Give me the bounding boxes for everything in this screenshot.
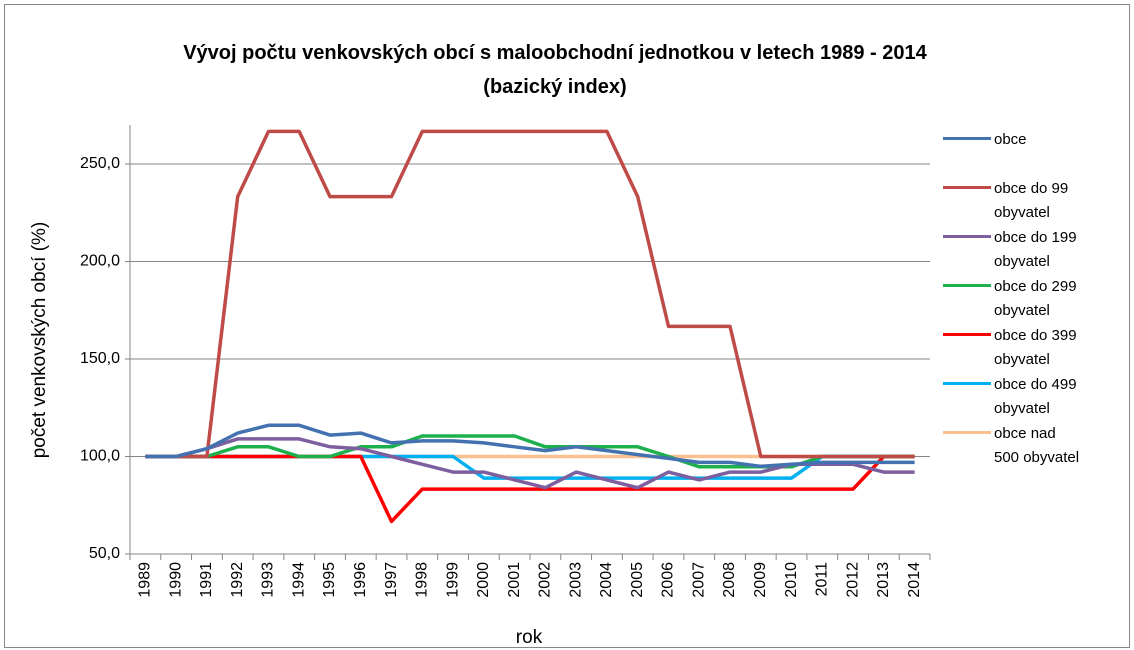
chart-frame	[4, 4, 1130, 648]
legend-item: obce	[940, 120, 1120, 169]
series-line	[145, 129, 915, 459]
legend-label: obce do 99 obyvatel	[994, 180, 1069, 221]
x-tick-label: 1992	[229, 562, 246, 598]
x-tick-label: 2014	[906, 562, 923, 598]
legend-label: obce do 199 obyvatel	[994, 229, 1077, 270]
legend-item: obce do 99 obyvatel	[940, 169, 1120, 221]
x-tick-label: 2006	[660, 562, 677, 598]
legend-label: obce do 499 obyvatel	[994, 376, 1077, 417]
legend: obce obce do 99 obyvatel obce do 199 obyva…	[940, 120, 1120, 466]
x-tick-label: 2002	[537, 562, 554, 598]
x-tick-label: 2005	[629, 562, 646, 598]
legend-label: obce do 299 obyvatel	[994, 278, 1077, 319]
legend-swatch	[943, 235, 991, 238]
x-tick-label: 2010	[783, 562, 800, 598]
legend-label: obce nad 500 obyvatel	[994, 425, 1080, 466]
x-tick-label: 2001	[506, 562, 523, 598]
series-line	[145, 454, 915, 480]
legend-label: obce do 399 obyvatel	[994, 327, 1077, 368]
x-tick-label: 1990	[167, 562, 184, 598]
y-tick-label: 250,0	[80, 155, 120, 172]
x-tick-label: 1995	[321, 562, 338, 598]
y-tick-label: 150,0	[80, 350, 120, 367]
legend-swatch	[943, 333, 991, 336]
x-tick-label: 1996	[352, 562, 369, 598]
x-axis-label: rok	[516, 627, 543, 648]
x-tick-label: 2003	[567, 562, 584, 598]
x-tick-label: 2012	[844, 562, 861, 598]
series-line	[145, 454, 915, 524]
legend-swatch	[943, 284, 991, 287]
x-tick-label: 2013	[875, 562, 892, 598]
y-tick-label: 200,0	[80, 253, 120, 270]
legend-item: obce do 399 obyvatel	[940, 316, 1120, 368]
x-tick-label: 1993	[260, 562, 277, 598]
legend-item: obce do 199 obyvatel	[940, 218, 1120, 270]
legend-item: obce do 499 obyvatel	[940, 365, 1120, 417]
x-tick-label: 2007	[690, 562, 707, 598]
legend-item: obce nad 500 obyvatel	[940, 414, 1120, 466]
legend-swatch	[943, 137, 991, 140]
legend-swatch	[943, 431, 991, 434]
legend-item: obce do 299 obyvatel	[940, 267, 1120, 319]
x-tick-label: 1991	[198, 562, 215, 598]
y-tick-label: 50,0	[89, 545, 120, 562]
legend-label: obce	[994, 131, 1027, 148]
x-tick-label: 1998	[414, 562, 431, 598]
x-tick-label: 2000	[475, 562, 492, 598]
x-tick-label: 2009	[752, 562, 769, 598]
x-tick-label: 1997	[383, 562, 400, 598]
x-tick-label: 1999	[444, 562, 461, 598]
y-tick-label: 100,0	[80, 448, 120, 465]
chart-title: Vývoj počtu venkovských obcí s maloobcho…	[183, 42, 927, 98]
legend-swatch	[943, 186, 991, 189]
x-tick-label: 2011	[814, 562, 831, 597]
x-tick-label: 2008	[721, 562, 738, 598]
y-axis-label: počet venkovských obcí (%)	[29, 222, 50, 459]
x-tick-label: 2004	[598, 562, 615, 598]
x-tick-label: 1994	[290, 562, 307, 598]
x-tick-label: 1989	[137, 562, 154, 598]
series-line	[145, 423, 915, 469]
legend-swatch	[943, 382, 991, 385]
